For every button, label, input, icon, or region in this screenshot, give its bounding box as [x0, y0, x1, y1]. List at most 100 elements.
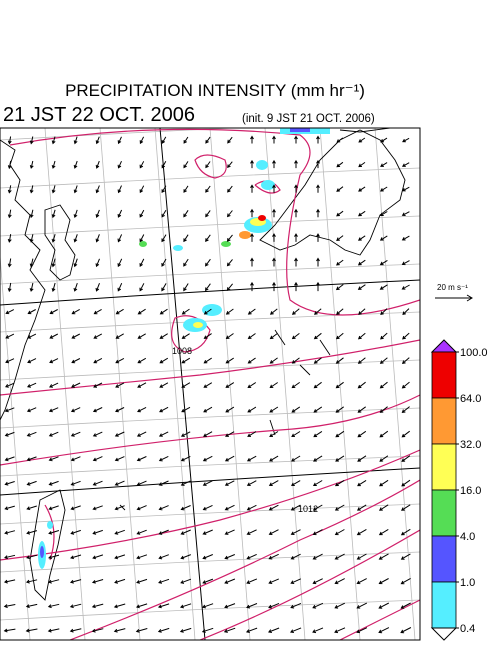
wind-arrow: [225, 308, 234, 315]
wind-arrow: [136, 554, 148, 560]
wind-arrow: [70, 529, 81, 535]
wind-arrow: [247, 406, 257, 413]
isobar: [69, 479, 420, 640]
wind-arrow: [181, 333, 190, 339]
wind-arrow: [312, 578, 323, 585]
wind-arrow: [181, 308, 190, 315]
wind-arrow: [334, 553, 345, 560]
wind-arrow: [71, 382, 81, 388]
wind-arrow: [269, 431, 279, 438]
wind-arrow: [26, 431, 37, 437]
wind-arrow: [336, 161, 344, 168]
wind-arrow: [48, 431, 59, 437]
wind-arrow: [202, 529, 213, 535]
wind-arrow: [291, 431, 301, 438]
colorbar-label: 4.0: [460, 531, 475, 543]
wind-arrow: [158, 431, 169, 437]
wind-arrow: [5, 333, 15, 339]
wind-arrow: [161, 258, 167, 267]
wind-arrow: [4, 456, 15, 462]
wind-arrow: [51, 209, 56, 219]
wind-arrow: [272, 257, 276, 267]
wind-arrow: [356, 553, 367, 560]
wind-arrow: [269, 357, 278, 364]
wind-arrow: [379, 186, 388, 192]
wind-arrow: [313, 455, 323, 462]
precip-area: [290, 128, 310, 132]
wind-arrow: [70, 431, 81, 437]
wind-arrow: [179, 627, 192, 633]
wind-arrow: [158, 455, 169, 462]
wind-arrow: [115, 407, 125, 413]
wind-arrow: [268, 553, 279, 560]
wind-arrow: [250, 208, 254, 218]
wind-arrow: [139, 234, 145, 243]
wind-arrow: [357, 332, 366, 340]
isobar: [0, 394, 420, 466]
wind-arrow: [291, 406, 301, 413]
title: PRECIPITATION INTENSITY (mm hr⁻¹): [65, 81, 365, 100]
colorbar-label: 0.4: [460, 623, 475, 635]
wind-arrow: [137, 308, 146, 315]
wind-arrow: [139, 136, 145, 145]
wind-arrow: [294, 257, 298, 267]
wind-arrow: [73, 185, 78, 194]
wind-arrow: [291, 357, 300, 364]
wind-arrow: [115, 382, 125, 388]
wind-arrow: [71, 333, 81, 339]
init-time: (init. 9 JST 21 OCT. 2006): [242, 113, 375, 125]
wind-arrow: [159, 308, 168, 315]
isobars: [0, 128, 420, 640]
wind-arrow: [73, 136, 78, 145]
wind-arrow: [227, 161, 233, 169]
wind-arrow: [250, 233, 254, 242]
wind-arrow: [335, 332, 344, 340]
wind-arrow: [379, 259, 388, 266]
wind-arrow: [291, 308, 300, 315]
wind-arrow: [202, 480, 213, 486]
wind-arrow: [48, 407, 59, 413]
wind-arrow: [290, 553, 301, 560]
wind-arrow: [335, 406, 344, 413]
wind-arrow: [4, 554, 16, 560]
wind-arrow: [4, 407, 15, 413]
wind-arrow: [5, 309, 15, 315]
wind-arrow: [290, 480, 301, 486]
wind-arrow: [357, 284, 366, 290]
wind-arrow: [47, 628, 60, 633]
wind-arrow: [48, 505, 59, 511]
wind-arrow: [70, 554, 82, 560]
wind-arrow: [114, 529, 125, 535]
wind-arrow: [250, 159, 254, 169]
wind-arrow: [180, 529, 191, 535]
isobar: [0, 449, 420, 561]
wind-arrow: [157, 627, 170, 633]
wind-arrow: [379, 235, 388, 241]
wind-arrow: [51, 282, 56, 292]
wind-arrow: [201, 603, 214, 609]
precip-area: [261, 180, 275, 190]
wind-arrow: [71, 358, 81, 364]
wind-arrow: [203, 308, 212, 315]
wind-arrow: [380, 332, 388, 340]
wind-vectors: [3, 135, 412, 634]
wind-arrow: [294, 159, 298, 169]
wind-arrow: [73, 160, 78, 169]
wind-arrow: [70, 456, 81, 462]
wind-arrow: [183, 234, 189, 243]
wind-arrow: [4, 431, 15, 437]
wind-arrow: [401, 211, 410, 216]
wind-arrow: [401, 186, 410, 192]
wind-arrow: [400, 577, 411, 585]
wind-arrow: [312, 627, 324, 634]
wind-arrow: [356, 528, 367, 536]
wind-arrow: [26, 456, 37, 462]
wind-arrow: [357, 210, 366, 217]
precip-area: [139, 241, 147, 247]
wind-arrow: [224, 554, 235, 560]
wind-arrow: [401, 406, 410, 414]
wind-arrow: [314, 308, 322, 315]
wind-arrow: [95, 209, 100, 219]
wind-arrow: [92, 456, 103, 462]
